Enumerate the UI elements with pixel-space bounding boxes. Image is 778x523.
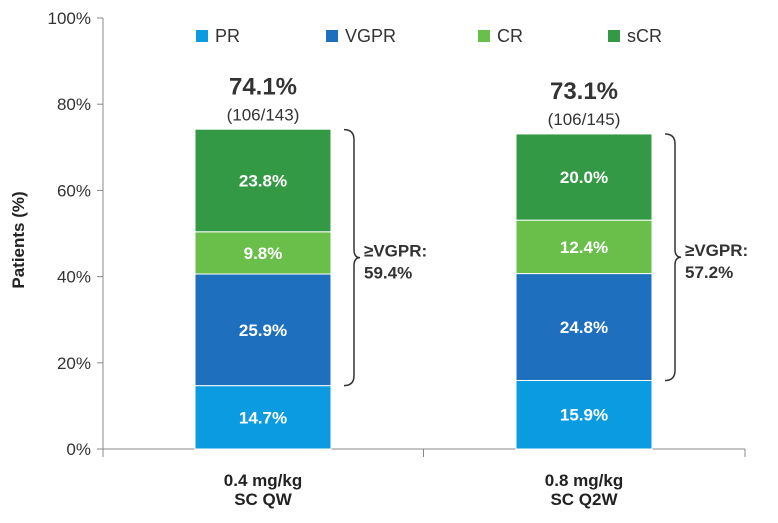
bars: 14.7% 25.9% 9.8% 23.8% 15.9% 24.8% 12.4% 20.0% [194,128,653,450]
data-label: 12.4% [560,238,608,257]
bar-segment-vgpr [194,273,332,387]
legend-swatch-vgpr [326,30,338,42]
data-label: 20.0% [560,168,608,187]
category-label: 0.4 mg/kg [224,471,302,490]
total-label: 74.1% [229,74,297,101]
data-label: 23.8% [239,171,287,190]
brace-icon [343,128,361,387]
brace-icon [664,133,682,382]
y-axis-label: Patients (%) [9,191,28,288]
legend: PR VGPR CR sCR [196,26,662,46]
legend-label-pr: PR [215,26,240,46]
legend-label-cr: CR [497,26,523,46]
legend-swatch-scr [608,30,620,42]
y-tick-label: 40% [57,268,91,287]
y-tick-label: 60% [57,181,91,200]
data-label: 24.8% [560,318,608,337]
bar-segment-cr [515,219,653,275]
y-tick-label: 100% [48,9,91,28]
legend-swatch-cr [478,30,490,42]
bar-segment-scr [194,128,332,233]
total-fraction: (106/145) [548,110,621,129]
legend-swatch-pr [196,30,208,42]
legend-label-scr: sCR [627,26,662,46]
data-label: 9.8% [244,244,283,263]
brace-value: 57.2% [685,263,733,282]
data-label: 25.9% [239,321,287,340]
data-label: 15.9% [560,406,608,425]
brace-title: ≥VGPR: [685,241,748,260]
brace-title: ≥VGPR: [364,242,427,261]
category-label: 0.8 mg/kg [545,471,623,490]
category-label: SC QW [234,490,293,509]
annotations: 74.1% (106/143) 73.1% (106/145) ≥VGPR: 59.4% ≥… [227,74,748,387]
bar-segment-vgpr [515,273,653,381]
y-tick-label: 80% [57,95,91,114]
data-label: 14.7% [239,408,287,427]
y-tick-label: 0% [66,440,91,459]
category-label: SC Q2W [550,490,618,509]
y-tick-label: 20% [57,354,91,373]
bar-segment-cr [194,231,332,275]
bar-segment-pr [194,385,332,450]
legend-label-vgpr: VGPR [345,26,396,46]
bar-segment-scr [515,133,653,221]
total-fraction: (106/143) [227,106,300,125]
brace-value: 59.4% [364,264,412,283]
total-label: 73.1% [550,78,618,105]
bar-segment-pr [515,379,653,450]
